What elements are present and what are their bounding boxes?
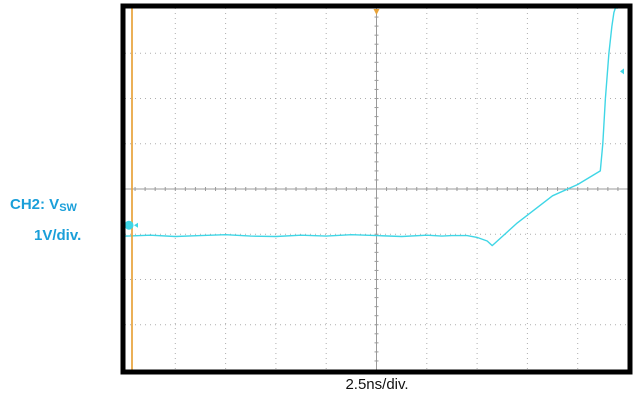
- trigger-position-marker: [373, 9, 380, 15]
- center-axes: [124, 7, 629, 371]
- ground-level-arrow: [134, 222, 138, 228]
- channel-name-label: CH2: VSW: [10, 196, 77, 217]
- marker-layer: [124, 8, 624, 370]
- ground-level-marker: [124, 220, 134, 230]
- plot-frame: [120, 3, 633, 375]
- channel-name-prefix: CH2: V: [10, 196, 60, 213]
- trace-ch2: [124, 7, 618, 247]
- trace-layer: [124, 7, 618, 247]
- channel-scale-label: 1V/div.: [34, 227, 82, 244]
- timebase-label: 2.5ns/div.: [345, 376, 409, 393]
- channel-name-subscript: SW: [59, 202, 77, 214]
- trigger-level-marker: [620, 68, 624, 75]
